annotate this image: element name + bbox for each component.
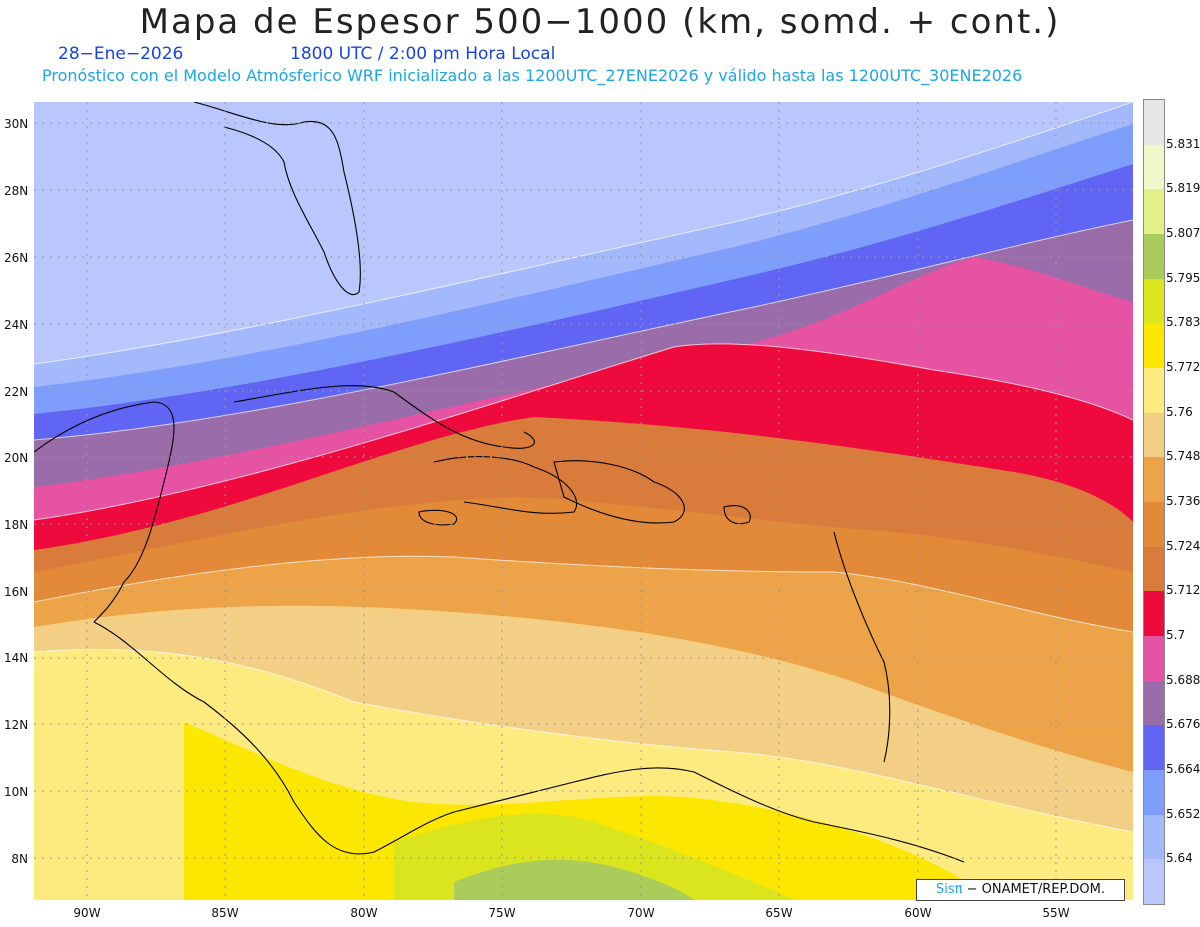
colorbar-segment: [1144, 100, 1164, 146]
colorbar-segment: [1144, 859, 1164, 905]
lon-label: 90W: [73, 906, 101, 920]
lat-label: 22N: [4, 385, 29, 399]
colorbar-label: 5.831: [1166, 136, 1200, 151]
colorbar-label: 5.712: [1166, 583, 1200, 598]
lon-label: 85W: [211, 906, 239, 920]
colorbar-segment: [1144, 770, 1164, 816]
lon-label: 75W: [488, 906, 516, 920]
colorbar: [1143, 99, 1165, 905]
colorbar-label: 5.807: [1166, 226, 1200, 240]
colorbar-label: 5.795: [1166, 270, 1200, 285]
lon-label: 65W: [765, 906, 793, 920]
credit-box: Sisπ − ONAMET/REP.DOM.: [916, 879, 1125, 901]
colorbar-label: 5.676: [1166, 717, 1200, 732]
lon-label: 55W: [1042, 906, 1070, 920]
colorbar-segment: [1144, 725, 1164, 771]
colorbar-segment: [1144, 412, 1164, 458]
lon-label: 60W: [904, 906, 932, 920]
band-5807: [454, 859, 694, 900]
map-title: Mapa de Espesor 500−1000 (km, somd. + co…: [139, 2, 1061, 42]
colorbar-segment: [1144, 636, 1164, 682]
contour-lines: [34, 102, 1133, 833]
colorbar-label: 5.652: [1166, 806, 1200, 821]
colorbar-segment: [1144, 457, 1164, 503]
lat-label: 20N: [4, 451, 29, 465]
lat-label: 8N: [11, 852, 28, 866]
colorbar-label: 5.736: [1166, 494, 1200, 508]
colorbar-label: 5.724: [1166, 538, 1200, 553]
colorbar-segment: [1144, 680, 1164, 726]
lat-label: 12N: [4, 718, 29, 732]
colorbar-label: 5.772: [1166, 360, 1200, 374]
colorbar-label: 5.76: [1166, 404, 1193, 419]
lat-label: 16N: [4, 585, 29, 599]
lon-label: 80W: [350, 906, 378, 920]
model-description: Pronóstico con el Modelo Atmósferico WRF…: [42, 66, 1023, 85]
colorbar-segment: [1144, 323, 1164, 369]
colorbar-label: 5.64: [1166, 851, 1193, 866]
colorbar-label: 5.819: [1166, 181, 1200, 196]
colorbar-segment: [1144, 591, 1164, 637]
lat-label: 18N: [4, 518, 29, 532]
colorbar-label: 5.748: [1166, 449, 1200, 464]
lat-label: 26N: [4, 251, 29, 265]
lat-label: 30N: [4, 117, 29, 131]
colorbar-segment: [1144, 814, 1164, 860]
colorbar-segment: [1144, 144, 1164, 190]
colorbar-label: 5.664: [1166, 762, 1200, 776]
map-canvas: [34, 102, 1133, 900]
colorbar-segment: [1144, 502, 1164, 548]
lon-label: 70W: [627, 906, 655, 920]
colorbar-segment: [1144, 368, 1164, 414]
lat-label: 28N: [4, 184, 29, 198]
band-5783: [184, 722, 994, 900]
colorbar-segment: [1144, 278, 1164, 324]
graticule: [34, 102, 1133, 900]
credit-text: − ONAMET/REP.DOM.: [966, 882, 1106, 897]
colorbar-label: 5.688: [1166, 672, 1200, 687]
lat-label: 14N: [4, 651, 29, 665]
coastlines: [34, 102, 965, 863]
colorbar-segment: [1144, 189, 1164, 235]
colorbar-label: 5.7: [1166, 628, 1186, 642]
colorbar-segment: [1144, 546, 1164, 592]
colorbar-label: 5.783: [1166, 315, 1200, 330]
lat-label: 10N: [4, 785, 29, 799]
colorbar-segment: [1144, 234, 1164, 280]
sispi-logo: Sisπ: [935, 882, 963, 897]
forecast-date: 28−Ene−2026: [58, 44, 184, 64]
forecast-time: 1800 UTC / 2:00 pm Hora Local: [290, 44, 556, 64]
lat-label: 24N: [4, 318, 29, 332]
thickness-map: [34, 102, 1133, 900]
